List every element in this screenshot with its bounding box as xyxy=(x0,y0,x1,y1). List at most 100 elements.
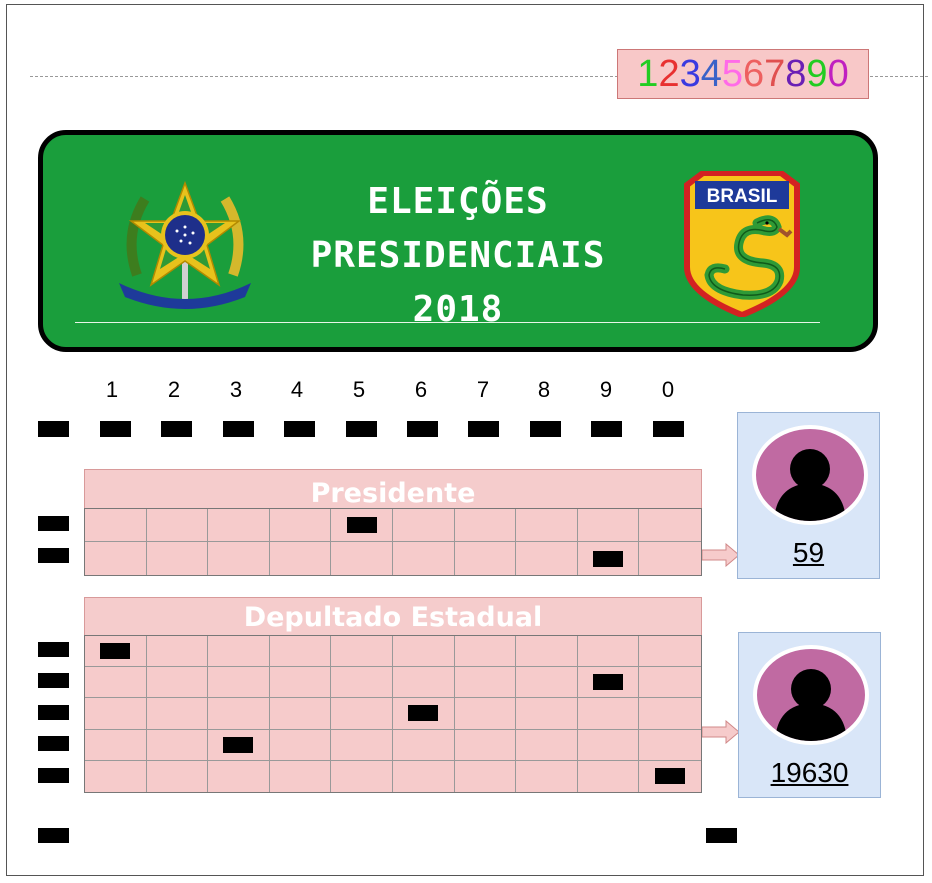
vote-cell[interactable] xyxy=(393,760,455,792)
banner-title-line-2: PRESIDENCIAIS xyxy=(310,235,606,276)
vote-cell[interactable] xyxy=(516,729,578,761)
digit-strip-digit: 6 xyxy=(743,53,765,95)
candidate-card-deputado: 19630 xyxy=(738,632,881,798)
vote-cell[interactable] xyxy=(392,636,455,668)
vote-cell[interactable] xyxy=(331,729,393,761)
shield-label: BRASIL xyxy=(707,186,778,207)
vote-cell[interactable] xyxy=(331,509,393,542)
fold-guide-line xyxy=(30,76,928,77)
vote-mark xyxy=(408,705,439,722)
timing-mark xyxy=(530,421,561,437)
vote-cell[interactable] xyxy=(85,698,147,730)
vote-cell[interactable] xyxy=(146,667,209,699)
vote-cell[interactable] xyxy=(392,667,455,699)
timing-mark xyxy=(284,421,315,437)
vote-cell[interactable] xyxy=(454,509,517,542)
vote-cell[interactable] xyxy=(577,698,640,730)
vote-cell[interactable] xyxy=(208,542,270,575)
timing-mark xyxy=(38,768,69,783)
vote-cell[interactable] xyxy=(331,760,393,792)
vote-cell[interactable] xyxy=(392,509,455,542)
vote-cell[interactable] xyxy=(639,542,701,575)
vote-cell[interactable] xyxy=(85,509,147,542)
vote-cell[interactable] xyxy=(146,636,209,668)
digit-strip-digit: 1 xyxy=(637,53,659,95)
digit-strip-digit: 7 xyxy=(764,53,786,95)
vote-cell[interactable] xyxy=(331,636,393,668)
vote-cell[interactable] xyxy=(577,729,640,761)
vote-cell[interactable] xyxy=(639,698,701,730)
vote-cell[interactable] xyxy=(516,760,578,792)
banner-title-line-3: 2018 xyxy=(412,289,504,330)
timing-mark xyxy=(38,705,69,720)
timing-mark xyxy=(38,673,69,688)
vote-cell[interactable] xyxy=(269,509,332,542)
vote-cell[interactable] xyxy=(85,729,147,761)
vote-cell[interactable] xyxy=(392,698,455,730)
column-number: 1 xyxy=(105,377,119,402)
vote-cell[interactable] xyxy=(85,636,147,668)
vote-cell[interactable] xyxy=(146,509,209,542)
vote-cell[interactable] xyxy=(454,698,517,730)
vote-cell[interactable] xyxy=(393,542,455,575)
vote-cell[interactable] xyxy=(85,542,147,575)
vote-cell[interactable] xyxy=(639,509,701,542)
vote-cell[interactable] xyxy=(269,636,332,668)
vote-cell[interactable] xyxy=(146,698,209,730)
vote-cell[interactable] xyxy=(269,729,332,761)
vote-cell[interactable] xyxy=(516,698,578,730)
digit-strip-digit: 4 xyxy=(700,53,722,95)
vote-cell[interactable] xyxy=(331,698,393,730)
vote-cell[interactable] xyxy=(270,760,332,792)
vote-cell[interactable] xyxy=(639,636,701,668)
vote-cell[interactable] xyxy=(147,760,209,792)
vote-cell[interactable] xyxy=(516,636,578,668)
vote-cell[interactable] xyxy=(455,760,517,792)
vote-cell[interactable] xyxy=(578,542,640,575)
vote-cell[interactable] xyxy=(454,667,517,699)
banner-title: ELEIÇÕES PRESIDENCIAIS 2018 xyxy=(243,175,673,337)
vote-cell[interactable] xyxy=(577,667,640,699)
brazil-coat-of-arms-icon xyxy=(119,180,251,309)
vote-cell[interactable] xyxy=(269,698,332,730)
vote-cell[interactable] xyxy=(208,636,270,668)
vote-cell[interactable] xyxy=(85,760,147,792)
cobra-fumando-shield-icon: BRASIL xyxy=(684,171,800,317)
vote-cell[interactable] xyxy=(331,667,393,699)
vote-cell[interactable] xyxy=(146,729,209,761)
vote-cell[interactable] xyxy=(454,636,517,668)
vote-cell[interactable] xyxy=(208,509,270,542)
vote-cell[interactable] xyxy=(516,667,578,699)
vote-cell[interactable] xyxy=(578,760,640,792)
vote-mark xyxy=(655,768,686,785)
vote-cell[interactable] xyxy=(331,542,393,575)
vote-cell[interactable] xyxy=(454,729,517,761)
vote-cell[interactable] xyxy=(577,636,640,668)
digit-strip-digit: 8 xyxy=(785,53,807,95)
vote-cell[interactable] xyxy=(639,730,701,761)
banner-title-line-1: ELEIÇÕES xyxy=(367,181,549,222)
vote-cell[interactable] xyxy=(208,698,270,730)
vote-cell[interactable] xyxy=(208,729,270,761)
vote-cell[interactable] xyxy=(577,509,640,542)
vote-cell[interactable] xyxy=(639,667,701,699)
vote-cell[interactable] xyxy=(455,542,517,575)
vote-cell[interactable] xyxy=(270,542,332,575)
vote-mark xyxy=(593,550,624,567)
person-silhouette-icon xyxy=(752,425,868,525)
vote-cell[interactable] xyxy=(85,667,147,699)
election-banner: ELEIÇÕES PRESIDENCIAIS 2018 BRASIL xyxy=(38,130,878,352)
vote-cell[interactable] xyxy=(639,761,701,792)
section-label-deputado: Depultado Estadual xyxy=(84,597,702,637)
vote-cell[interactable] xyxy=(208,667,270,699)
column-number: 3 xyxy=(229,377,243,402)
vote-cell[interactable] xyxy=(147,542,209,575)
column-number: 6 xyxy=(414,377,428,402)
page-border xyxy=(6,4,924,876)
digit-strip-digit: 2 xyxy=(658,53,680,95)
vote-cell[interactable] xyxy=(516,509,578,542)
vote-cell[interactable] xyxy=(516,542,578,575)
vote-cell[interactable] xyxy=(392,729,455,761)
vote-cell[interactable] xyxy=(269,667,332,699)
vote-cell[interactable] xyxy=(208,760,270,792)
